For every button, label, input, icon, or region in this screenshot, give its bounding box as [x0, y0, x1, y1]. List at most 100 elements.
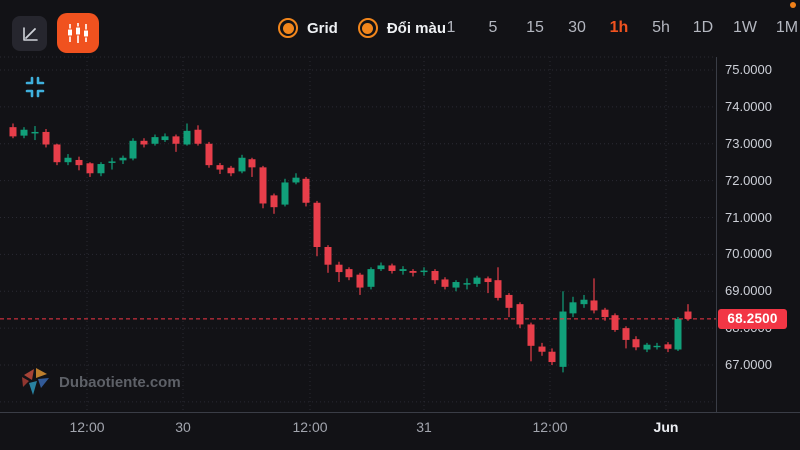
change-color-toggle-label: Đổi màu	[386, 19, 447, 37]
candle-body	[119, 157, 127, 161]
candle	[205, 141, 213, 168]
candle-body	[161, 136, 169, 141]
candle-body	[345, 269, 353, 278]
candle-body	[441, 279, 449, 287]
candle	[324, 245, 332, 273]
candle	[632, 336, 640, 351]
candle-body	[9, 127, 17, 137]
candle	[494, 267, 502, 301]
candle-body	[324, 247, 332, 265]
timeframe-5[interactable]: 5	[480, 19, 506, 37]
candle-body	[172, 136, 180, 144]
candle	[238, 154, 246, 174]
candle-body	[20, 129, 28, 136]
candle-body	[205, 143, 213, 166]
timeframe-1m[interactable]: 1M	[775, 19, 799, 36]
candle-body	[313, 202, 321, 247]
watermark-text: Dubaotiente.com	[59, 373, 181, 391]
last-price-value: 68.2500	[727, 311, 778, 327]
timeframe-1h[interactable]: 1h	[606, 19, 632, 37]
candle	[653, 342, 661, 350]
candle	[643, 342, 651, 353]
candle	[313, 200, 321, 257]
candlestick-icon	[67, 23, 89, 43]
candle-body	[505, 294, 513, 308]
candle-body	[409, 270, 417, 273]
candle-body	[356, 274, 364, 288]
radio-checked-icon	[357, 18, 378, 38]
candle-body	[86, 163, 94, 174]
candle	[259, 165, 267, 209]
candle-body	[611, 315, 619, 330]
radio-checked-icon	[278, 18, 298, 38]
candle-body	[569, 302, 577, 314]
candle-body	[42, 131, 50, 145]
candle	[129, 138, 137, 161]
candle	[674, 317, 682, 351]
timeframe-5h[interactable]: 5h	[648, 19, 674, 37]
candle	[31, 126, 39, 141]
candle	[538, 342, 546, 356]
candle	[399, 266, 407, 275]
candle-body	[75, 159, 83, 166]
candle	[431, 269, 439, 284]
candle	[97, 162, 105, 177]
timeframe-1d[interactable]: 1D	[690, 19, 716, 37]
candle	[119, 155, 127, 165]
candle	[569, 296, 577, 318]
candle-body	[259, 167, 267, 204]
grid-toggle[interactable]: Grid	[278, 18, 338, 38]
candle	[388, 263, 396, 274]
candle	[473, 275, 481, 287]
candle-body	[548, 351, 556, 363]
candle	[172, 134, 180, 152]
change-color-toggle[interactable]: Đổi màu	[357, 18, 447, 38]
candle	[42, 129, 50, 148]
candle-body	[399, 269, 407, 271]
candle	[580, 294, 588, 308]
line-chart-button[interactable]	[12, 16, 47, 51]
candle-body	[516, 304, 524, 325]
timeframe-30[interactable]: 30	[564, 19, 590, 37]
crosshair-corners-icon	[25, 76, 45, 98]
candle-body	[129, 140, 137, 159]
candle-body	[473, 277, 481, 284]
candle	[108, 157, 116, 170]
candle-body	[194, 129, 202, 144]
candle	[664, 342, 672, 353]
candle	[548, 348, 556, 365]
candle-body	[64, 157, 72, 163]
candle	[505, 293, 513, 318]
candle-body	[559, 311, 567, 367]
candle	[20, 127, 28, 139]
candle	[484, 276, 492, 294]
candle-body	[97, 164, 105, 174]
candle	[622, 326, 630, 349]
candle-body	[108, 161, 116, 163]
candle	[420, 267, 428, 276]
candle-body	[183, 130, 191, 145]
candle	[463, 278, 471, 290]
timeframe-1w[interactable]: 1W	[733, 19, 757, 36]
candle-body	[140, 140, 148, 145]
candle-body	[484, 278, 492, 283]
candle-body	[238, 157, 246, 172]
candlestick-chart-button[interactable]	[57, 13, 99, 53]
toggle-group: Grid Đổi màu	[278, 0, 446, 56]
candle	[151, 134, 159, 146]
timeframe-1[interactable]: 1	[438, 19, 464, 37]
notification-dot	[790, 2, 796, 8]
watermark: Dubaotiente.com	[20, 366, 181, 398]
candle	[302, 176, 310, 207]
candle-body	[388, 265, 396, 271]
candle	[140, 138, 148, 148]
candle-body	[31, 131, 39, 134]
candle-body	[281, 182, 289, 205]
candle	[452, 280, 460, 292]
candle	[9, 123, 17, 139]
timeframe-15[interactable]: 15	[522, 19, 548, 37]
candle	[559, 291, 567, 373]
candle	[216, 162, 224, 174]
candle	[527, 322, 535, 362]
